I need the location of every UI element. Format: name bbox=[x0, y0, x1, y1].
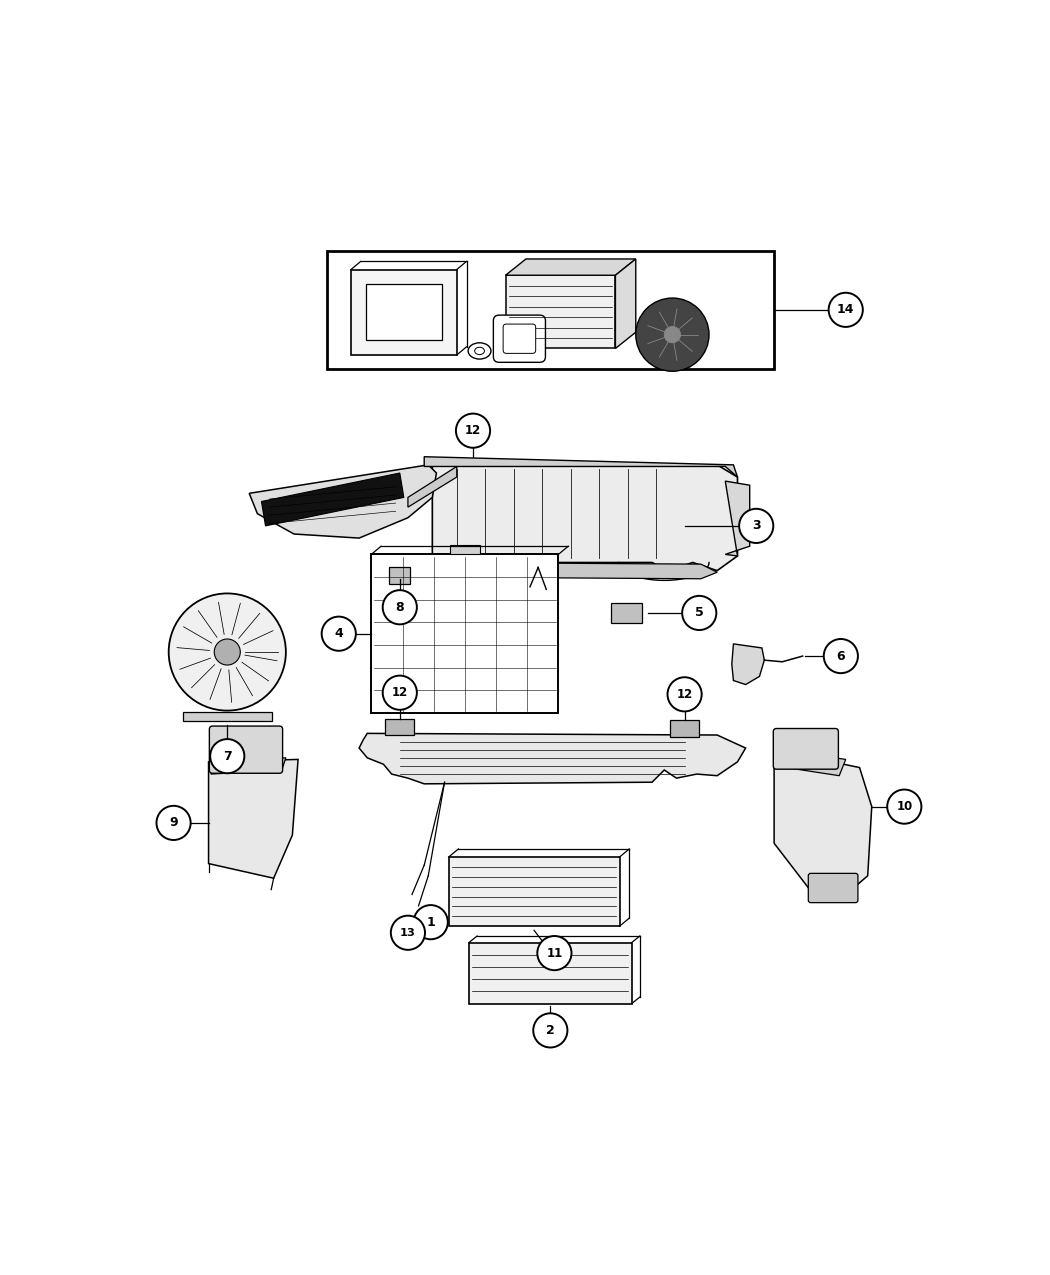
Circle shape bbox=[156, 806, 191, 840]
Text: 12: 12 bbox=[676, 687, 693, 701]
Circle shape bbox=[414, 905, 447, 940]
Polygon shape bbox=[726, 481, 750, 556]
Ellipse shape bbox=[468, 343, 491, 360]
Text: 6: 6 bbox=[837, 649, 845, 663]
FancyBboxPatch shape bbox=[494, 315, 545, 362]
Polygon shape bbox=[776, 750, 845, 775]
Polygon shape bbox=[774, 750, 872, 900]
Polygon shape bbox=[261, 473, 404, 525]
Text: 1: 1 bbox=[426, 915, 435, 928]
Text: 5: 5 bbox=[695, 607, 704, 620]
Bar bbox=[450, 544, 480, 555]
Polygon shape bbox=[428, 562, 717, 579]
Polygon shape bbox=[365, 284, 442, 340]
Text: 12: 12 bbox=[465, 425, 481, 437]
Circle shape bbox=[828, 293, 863, 326]
FancyBboxPatch shape bbox=[773, 728, 838, 769]
Circle shape bbox=[668, 677, 701, 711]
Circle shape bbox=[382, 590, 417, 625]
Polygon shape bbox=[359, 733, 746, 784]
Bar bbox=[670, 720, 699, 737]
Circle shape bbox=[456, 413, 490, 448]
Polygon shape bbox=[506, 275, 615, 348]
Text: 3: 3 bbox=[752, 519, 760, 533]
Bar bbox=[469, 942, 632, 1003]
Text: 11: 11 bbox=[546, 946, 563, 960]
Text: 12: 12 bbox=[392, 686, 407, 699]
Circle shape bbox=[391, 915, 425, 950]
Polygon shape bbox=[433, 465, 737, 571]
Polygon shape bbox=[615, 259, 635, 348]
FancyBboxPatch shape bbox=[503, 324, 536, 353]
Circle shape bbox=[214, 639, 240, 666]
Text: 4: 4 bbox=[334, 627, 343, 640]
Circle shape bbox=[824, 639, 858, 673]
Circle shape bbox=[636, 298, 709, 371]
Circle shape bbox=[682, 595, 716, 630]
Bar bbox=[385, 719, 415, 734]
Polygon shape bbox=[249, 465, 437, 538]
Polygon shape bbox=[407, 467, 457, 507]
Text: 2: 2 bbox=[546, 1024, 554, 1037]
Text: 9: 9 bbox=[169, 816, 177, 830]
Polygon shape bbox=[209, 760, 298, 878]
FancyBboxPatch shape bbox=[808, 873, 858, 903]
Text: 7: 7 bbox=[223, 750, 232, 762]
Circle shape bbox=[538, 936, 571, 970]
Circle shape bbox=[210, 740, 245, 773]
Bar bbox=[448, 857, 620, 926]
Circle shape bbox=[382, 676, 417, 710]
Ellipse shape bbox=[475, 347, 484, 354]
Bar bbox=[327, 251, 774, 368]
Text: 14: 14 bbox=[837, 303, 855, 316]
Circle shape bbox=[739, 509, 773, 543]
Polygon shape bbox=[351, 269, 457, 354]
Text: 8: 8 bbox=[396, 601, 404, 613]
Bar bbox=[372, 555, 559, 713]
Circle shape bbox=[887, 789, 922, 824]
Polygon shape bbox=[506, 259, 635, 275]
Circle shape bbox=[169, 593, 286, 710]
Bar bbox=[390, 566, 410, 584]
Text: 10: 10 bbox=[897, 801, 912, 813]
Text: 13: 13 bbox=[400, 928, 416, 937]
Polygon shape bbox=[424, 456, 737, 477]
Bar bbox=[611, 603, 643, 622]
Circle shape bbox=[321, 617, 356, 650]
Circle shape bbox=[665, 326, 680, 343]
Circle shape bbox=[533, 1014, 567, 1048]
Polygon shape bbox=[183, 713, 272, 722]
FancyBboxPatch shape bbox=[209, 725, 282, 773]
Polygon shape bbox=[732, 644, 764, 685]
Polygon shape bbox=[211, 757, 286, 774]
